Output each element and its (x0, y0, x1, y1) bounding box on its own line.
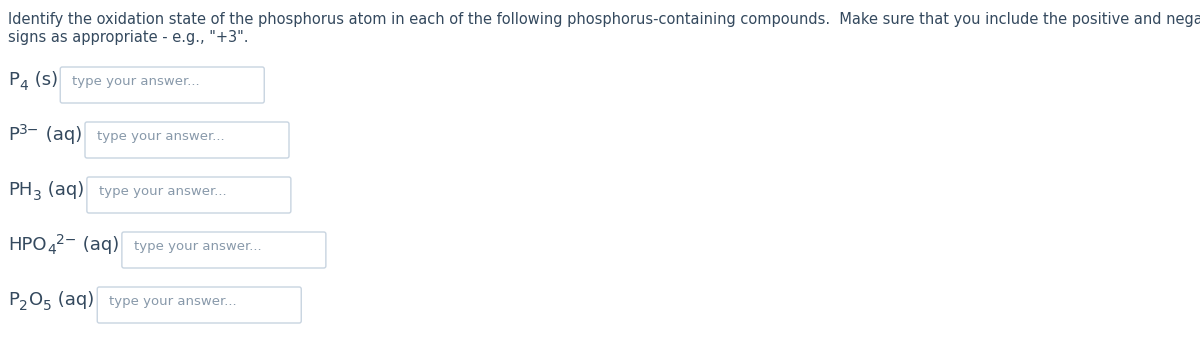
Text: PH: PH (8, 181, 32, 199)
Text: 3−: 3− (19, 124, 40, 138)
Text: 2: 2 (19, 299, 28, 313)
FancyBboxPatch shape (122, 232, 326, 268)
Text: P: P (8, 291, 19, 309)
Text: (aq): (aq) (53, 291, 95, 309)
Text: 5: 5 (43, 299, 52, 313)
Text: P: P (8, 71, 19, 89)
Text: HPO: HPO (8, 236, 47, 254)
FancyBboxPatch shape (85, 122, 289, 158)
Text: type your answer...: type your answer... (134, 240, 262, 253)
Text: type your answer...: type your answer... (97, 130, 224, 143)
Text: (aq): (aq) (41, 126, 83, 144)
FancyBboxPatch shape (60, 67, 264, 103)
Text: type your answer...: type your answer... (98, 185, 227, 198)
Text: (s): (s) (29, 71, 58, 89)
Text: 4: 4 (19, 78, 28, 92)
Text: O: O (29, 291, 43, 309)
Text: (aq): (aq) (77, 236, 119, 254)
Text: 3: 3 (32, 189, 42, 203)
Text: type your answer...: type your answer... (109, 295, 236, 308)
Text: signs as appropriate - e.g., "+3".: signs as appropriate - e.g., "+3". (8, 30, 248, 45)
Text: Identify the oxidation state of the phosphorus atom in each of the following pho: Identify the oxidation state of the phos… (8, 12, 1200, 27)
FancyBboxPatch shape (86, 177, 290, 213)
Text: (aq): (aq) (42, 181, 84, 199)
FancyBboxPatch shape (97, 287, 301, 323)
Text: 4: 4 (47, 244, 55, 258)
Text: type your answer...: type your answer... (72, 75, 200, 88)
Text: 2−: 2− (56, 233, 77, 247)
Text: P: P (8, 126, 19, 144)
